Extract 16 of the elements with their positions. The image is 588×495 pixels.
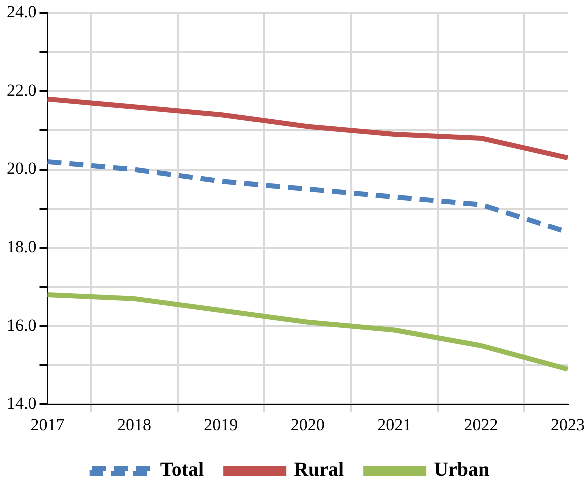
x-tick-label: 2023 [551,415,585,434]
y-tick-label: 16.0 [7,316,37,335]
legend-label: Urban [434,459,490,482]
y-tick-label: 22.0 [7,80,37,100]
x-tick-label: 2021 [378,415,412,434]
x-tick-label: 2018 [117,415,152,434]
x-tick-label: 2019 [204,415,238,434]
legend-label: Rural [294,459,345,482]
y-tick-label: 24.0 [7,2,37,22]
y-tick-label: 20.0 [7,159,37,178]
x-tick-label: 2022 [464,415,498,434]
x-tick-label: 2017 [30,415,66,434]
legend-label: Total [160,459,205,482]
x-tick-label: 2020 [290,415,325,434]
y-tick-label: 18.0 [7,238,37,257]
y-tick-label: 14.0 [7,394,37,414]
